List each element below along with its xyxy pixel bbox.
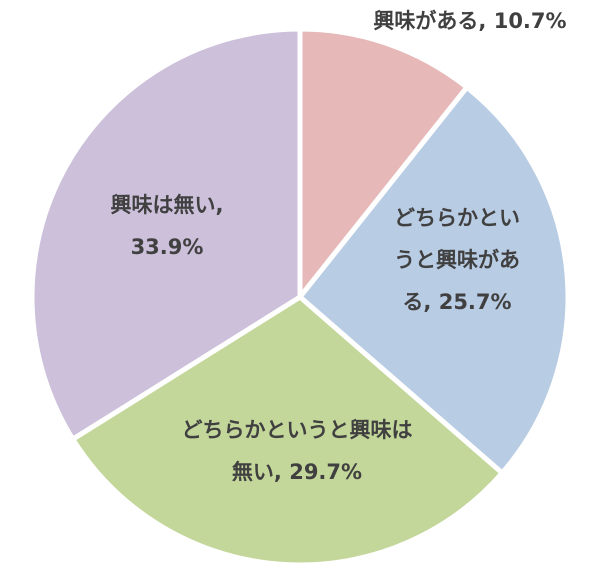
slice-label-2: どちらかというと興味がある, 25.7%	[394, 206, 520, 314]
slice-label-line: うと興味があ	[394, 248, 520, 272]
slice-label-line: 33.9%	[131, 235, 204, 259]
slice-label-3: どちらかというと興味は無い, 29.7%	[182, 418, 413, 484]
pie-slice-1	[297, 26, 471, 305]
pie-slice-4	[29, 26, 303, 443]
slice-label-line: どちらかというと興味は	[182, 418, 413, 442]
slice-label-4: 興味は無い, 33.9%	[111, 193, 224, 259]
slice-label-line: 無い, 29.7%	[232, 460, 362, 484]
pie-labels: 興味がある, 10.7%どちらかというと興味がある, 25.7%どちらかというと…	[111, 9, 567, 484]
slice-label-line: る, 25.7%	[402, 290, 511, 314]
slice-label-1: 興味がある, 10.7%	[373, 9, 566, 33]
slice-label-line: 興味がある, 10.7%	[373, 9, 566, 33]
slice-label-line: 興味は無い,	[111, 193, 224, 217]
pie-slice-3	[69, 293, 506, 568]
slice-label-line: どちらかとい	[394, 206, 520, 230]
pie-slices	[29, 26, 571, 568]
pie-slice-2	[296, 83, 571, 477]
